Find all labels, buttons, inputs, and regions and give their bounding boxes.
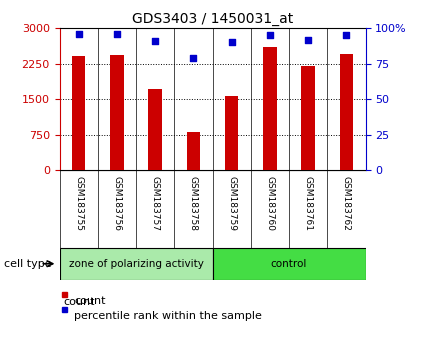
Bar [148,89,162,170]
Point [113,31,120,37]
Text: GSM183762: GSM183762 [342,176,351,231]
Text: GSM183756: GSM183756 [112,176,122,231]
Bar [72,56,85,170]
Text: GSM183760: GSM183760 [265,176,275,231]
Text: zone of polarizing activity: zone of polarizing activity [68,259,204,269]
Text: GSM183761: GSM183761 [303,176,313,231]
Bar [301,66,315,170]
Bar [62,307,67,312]
Bar [340,54,353,170]
Text: cell type: cell type [4,259,52,269]
Point [343,33,350,38]
Text: GSM183755: GSM183755 [74,176,83,231]
Text: count: count [74,296,106,306]
Point [228,40,235,45]
Bar [212,248,366,280]
Bar [110,55,124,170]
Bar [60,248,212,280]
Bar [263,47,277,170]
Point [152,38,159,44]
Bar [187,132,200,170]
Text: GSM183759: GSM183759 [227,176,236,231]
Text: GSM183757: GSM183757 [150,176,160,231]
Point [75,31,82,37]
Point [190,55,197,61]
Text: percentile rank within the sample: percentile rank within the sample [74,311,262,321]
Text: GSM183758: GSM183758 [189,176,198,231]
Title: GDS3403 / 1450031_at: GDS3403 / 1450031_at [132,12,293,26]
Text: control: control [271,259,307,269]
Bar [62,292,67,297]
Text: count: count [64,297,95,307]
Bar [225,96,238,170]
Point [266,33,273,38]
Point [305,37,312,42]
